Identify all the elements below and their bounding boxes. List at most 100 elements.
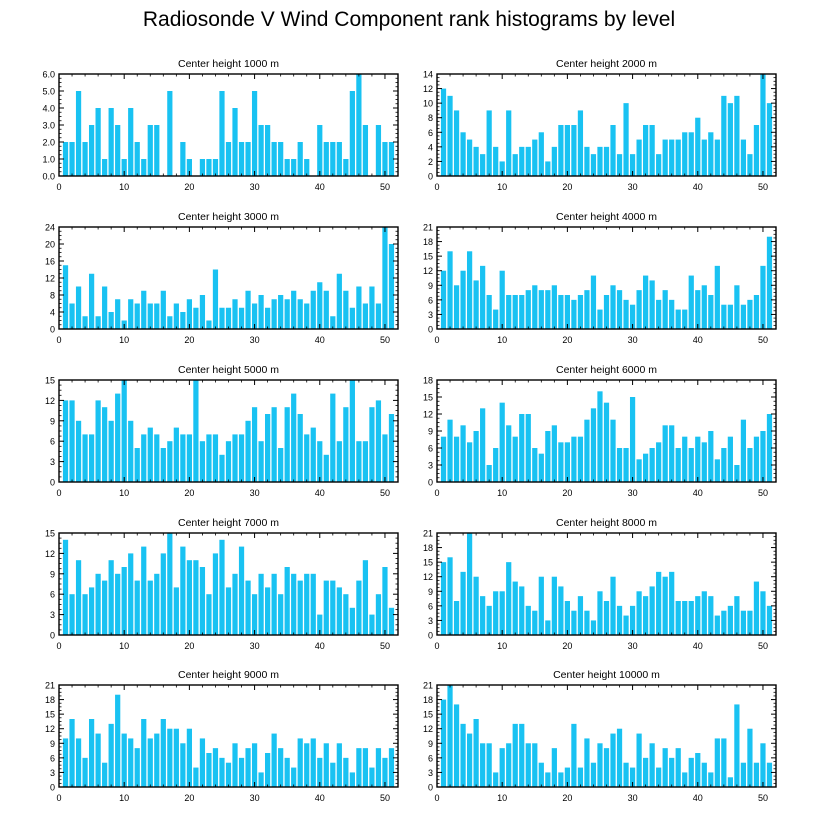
histogram-bar xyxy=(734,285,740,329)
x-tick-label: 20 xyxy=(184,335,194,345)
x-tick-label: 10 xyxy=(119,182,129,192)
x-tick-label: 0 xyxy=(434,793,439,803)
histogram-bar xyxy=(603,601,610,635)
histogram-bar xyxy=(688,448,694,482)
histogram-bar xyxy=(323,580,329,635)
histogram-bar xyxy=(291,290,297,329)
histogram-bar xyxy=(753,436,760,482)
histogram-bar xyxy=(486,743,492,787)
histogram-bar xyxy=(349,91,355,176)
y-tick-label: 2.0 xyxy=(42,138,55,148)
histogram-bar xyxy=(251,407,258,482)
histogram-bar xyxy=(701,285,707,329)
x-tick-label: 40 xyxy=(693,335,703,345)
y-tick-label: 0 xyxy=(428,172,433,182)
histogram-bar xyxy=(760,265,766,329)
y-tick-label: 9 xyxy=(50,569,55,579)
histogram-bar xyxy=(251,743,258,787)
histogram-bar xyxy=(597,146,603,176)
histogram-bar xyxy=(714,265,720,329)
histogram-bar xyxy=(225,307,232,329)
histogram-bar xyxy=(473,719,479,787)
histogram-bar xyxy=(88,434,95,482)
histogram-bar xyxy=(336,273,342,329)
histogram-bar xyxy=(740,304,747,329)
y-tick-label: 0 xyxy=(428,631,433,641)
histogram-bar xyxy=(88,125,95,176)
histogram-bar xyxy=(616,448,623,482)
histogram-bar xyxy=(297,142,303,176)
histogram-bar xyxy=(701,762,707,787)
y-tick-label: 12 xyxy=(423,84,433,94)
histogram-bar xyxy=(128,299,134,329)
histogram-bar xyxy=(167,533,173,635)
x-tick-label: 50 xyxy=(380,488,390,498)
histogram-bar xyxy=(330,580,336,635)
histogram-bar xyxy=(271,407,277,482)
histogram-bar xyxy=(610,125,616,176)
y-tick-label: 6 xyxy=(50,753,55,763)
histogram-bar xyxy=(154,573,160,635)
histogram-bar xyxy=(734,95,740,176)
histogram-bar xyxy=(134,748,140,787)
histogram-bar xyxy=(662,748,668,787)
y-tick-label: 21 xyxy=(423,681,433,691)
histogram-bar xyxy=(69,142,75,176)
histogram-bar xyxy=(343,594,349,635)
histogram-bar xyxy=(362,441,369,482)
histogram-bar xyxy=(238,142,245,176)
histogram-bar xyxy=(336,441,342,482)
histogram-bar xyxy=(199,441,206,482)
histogram-bar xyxy=(271,142,277,176)
x-tick-label: 50 xyxy=(758,793,768,803)
histogram-bar xyxy=(310,738,316,787)
histogram-bar xyxy=(88,719,95,787)
histogram-bar xyxy=(675,139,681,176)
histogram-bar xyxy=(656,442,662,482)
histogram-bar xyxy=(193,767,199,787)
histogram-bar xyxy=(623,615,629,635)
histogram-bar xyxy=(102,286,108,329)
panel-title: Center height 4000 m xyxy=(556,211,657,223)
histogram-bar xyxy=(115,299,121,329)
y-tick-label: 6 xyxy=(50,437,55,447)
histogram-bar xyxy=(453,704,460,787)
histogram-bar xyxy=(747,448,753,482)
histogram-bar xyxy=(349,772,355,787)
histogram-bar xyxy=(297,580,303,635)
histogram-bar xyxy=(499,161,505,176)
histogram-bar xyxy=(291,573,297,635)
histogram-bar xyxy=(82,316,88,329)
x-tick-label: 10 xyxy=(497,335,507,345)
x-tick-label: 50 xyxy=(758,488,768,498)
y-tick-label: 18 xyxy=(423,237,433,247)
histogram-bar xyxy=(473,146,479,176)
histogram-bar xyxy=(512,581,518,635)
x-tick-label: 30 xyxy=(250,793,260,803)
y-tick-label: 5.0 xyxy=(42,87,55,97)
histogram-bar xyxy=(369,286,375,329)
histogram-bar xyxy=(251,303,258,329)
histogram-bar xyxy=(669,139,675,176)
histogram-bar xyxy=(147,738,153,787)
y-tick-label: 12 xyxy=(423,266,433,276)
histogram-bar xyxy=(265,753,271,787)
histogram-bar xyxy=(590,275,597,329)
histogram-bar xyxy=(284,567,290,635)
y-tick-label: 6 xyxy=(428,444,433,454)
histogram-bar xyxy=(278,142,284,176)
histogram-bar xyxy=(238,546,245,635)
histogram-bar xyxy=(304,303,310,329)
histogram-bar xyxy=(382,142,388,176)
y-tick-label: 18 xyxy=(423,543,433,553)
histogram-bar xyxy=(206,159,212,176)
x-tick-label: 30 xyxy=(628,793,638,803)
histogram-bar xyxy=(473,576,479,635)
histogram-bar xyxy=(727,777,733,787)
y-tick-label: 9 xyxy=(50,416,55,426)
histogram-bar xyxy=(102,159,108,176)
histogram-bar xyxy=(102,580,108,635)
histogram-bar xyxy=(577,295,584,329)
histogram-bar xyxy=(721,448,727,482)
histogram-bar xyxy=(610,733,616,787)
